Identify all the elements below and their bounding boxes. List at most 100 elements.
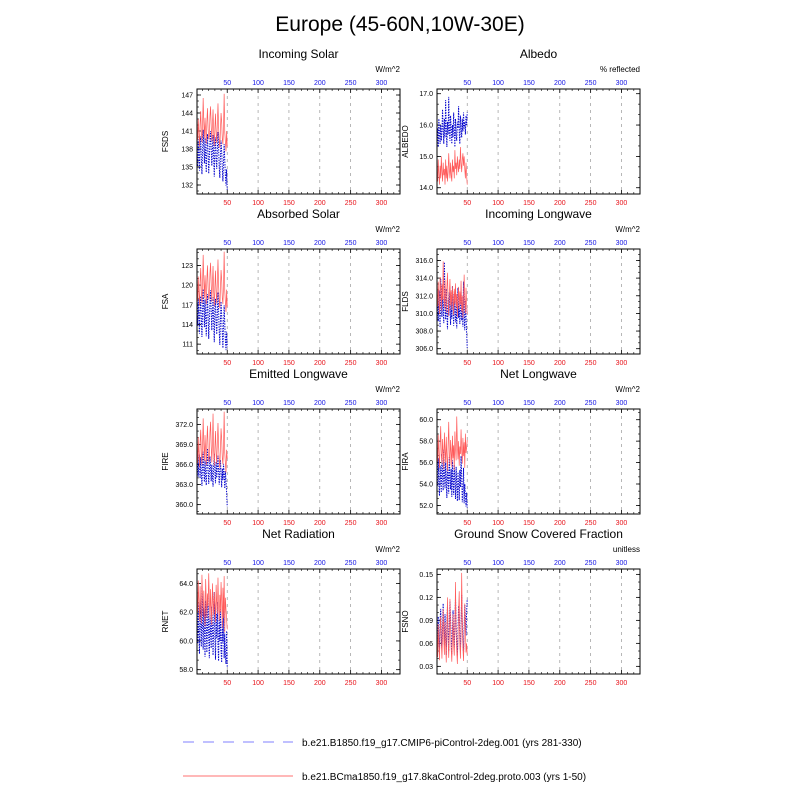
x-tick-label-bottom: 150 xyxy=(523,200,535,207)
panel-fsno: Ground Snow Covered Fraction unitless FSNO… xyxy=(401,527,641,687)
x-tick-label-top: 300 xyxy=(616,560,628,567)
y-tick-label: 132 xyxy=(181,183,193,190)
panel-title: Albedo xyxy=(520,47,558,61)
y-tick-label: 111 xyxy=(182,342,193,349)
y-tick-label: 147 xyxy=(181,93,193,100)
plot-frame xyxy=(196,248,401,355)
series-case-line xyxy=(196,93,228,152)
x-tick-label-top: 250 xyxy=(585,240,597,247)
y-tick-label: 144 xyxy=(181,111,193,118)
y-tick-label: 0.09 xyxy=(419,618,433,625)
x-tick-label-top: 100 xyxy=(252,80,264,87)
units-label: % reflected xyxy=(600,65,640,74)
x-tick-label-bottom: 100 xyxy=(492,680,504,687)
x-tick-label-top: 300 xyxy=(376,80,388,87)
x-tick-label-bottom: 50 xyxy=(223,360,231,367)
x-tick-label-top: 300 xyxy=(376,560,388,567)
plot-frame xyxy=(436,408,641,515)
y-axis-label: FSNO xyxy=(401,610,410,632)
panel-fire: Emitted Longwave W/m^2 FIRE 50 50 100 100 150 15… xyxy=(161,367,401,527)
y-tick-label: 138 xyxy=(181,147,193,154)
x-tick-label-top: 150 xyxy=(523,560,535,567)
series-case-line xyxy=(436,146,468,185)
units-label: W/m^2 xyxy=(615,225,640,234)
x-tick-label-top: 150 xyxy=(283,400,295,407)
panels-group: Incoming Solar W/m^2 FSDS 50 50 100 100 150 150 2… xyxy=(161,47,641,687)
x-tick-label-bottom: 150 xyxy=(523,360,535,367)
series-case-line xyxy=(436,572,468,665)
x-tick-label-top: 100 xyxy=(252,560,264,567)
plot-frame xyxy=(196,408,401,515)
x-tick-label-bottom: 300 xyxy=(616,360,628,367)
figure-title: Europe (45-60N,10W-30E) xyxy=(275,13,524,36)
y-axis-label: FSDS xyxy=(161,131,170,152)
x-tick-label-bottom: 50 xyxy=(223,200,231,207)
units-label: W/m^2 xyxy=(375,385,400,394)
x-tick-label-bottom: 300 xyxy=(616,680,628,687)
y-axis-label: FIRE xyxy=(161,452,170,470)
x-tick-label-top: 200 xyxy=(554,400,566,407)
x-tick-label-top: 300 xyxy=(376,400,388,407)
x-tick-label-bottom: 150 xyxy=(283,360,295,367)
x-tick-label-top: 250 xyxy=(345,80,357,87)
x-tick-label-bottom: 300 xyxy=(376,680,388,687)
y-tick-label: 60.0 xyxy=(419,417,433,424)
y-tick-label: 366.0 xyxy=(175,462,193,469)
x-tick-label-bottom: 200 xyxy=(314,520,326,527)
y-tick-label: 316.0 xyxy=(415,258,433,265)
x-tick-label-top: 100 xyxy=(492,400,504,407)
y-tick-label: 58.0 xyxy=(419,439,433,446)
y-tick-label: 52.0 xyxy=(419,503,433,510)
x-tick-label-bottom: 250 xyxy=(345,200,357,207)
series-case-line xyxy=(196,573,228,633)
panel-title: Emitted Longwave xyxy=(249,367,348,381)
series-control-line xyxy=(196,129,228,190)
series-case-line xyxy=(436,261,468,318)
y-tick-label: 14.0 xyxy=(419,185,433,192)
x-tick-label-bottom: 200 xyxy=(314,360,326,367)
x-tick-label-bottom: 100 xyxy=(252,200,264,207)
x-tick-label-top: 300 xyxy=(616,240,628,247)
x-tick-label-top: 250 xyxy=(345,400,357,407)
x-tick-label-bottom: 150 xyxy=(523,520,535,527)
x-tick-label-top: 150 xyxy=(283,560,295,567)
x-tick-label-top: 300 xyxy=(616,80,628,87)
series-control-line xyxy=(196,448,228,507)
x-tick-label-bottom: 300 xyxy=(376,520,388,527)
x-tick-label-bottom: 250 xyxy=(345,360,357,367)
series-control-line xyxy=(436,96,468,148)
x-tick-label-bottom: 150 xyxy=(283,200,295,207)
y-tick-label: 310.0 xyxy=(415,311,433,318)
plot-frame xyxy=(436,88,641,195)
x-tick-label-top: 200 xyxy=(314,560,326,567)
y-axis-label: FSA xyxy=(161,293,170,309)
x-tick-label-bottom: 200 xyxy=(314,680,326,687)
x-tick-label-bottom: 150 xyxy=(283,520,295,527)
legend-label-control: b.e21.B1850.f19_g17.CMIP6-piControl-2deg… xyxy=(302,738,582,749)
x-tick-label-top: 200 xyxy=(314,80,326,87)
x-tick-label-bottom: 100 xyxy=(252,360,264,367)
y-tick-label: 0.15 xyxy=(419,572,433,579)
x-tick-label-top: 50 xyxy=(223,80,231,87)
x-tick-label-bottom: 300 xyxy=(616,520,628,527)
x-tick-label-top: 150 xyxy=(523,240,535,247)
y-tick-label: 120 xyxy=(181,283,193,290)
x-tick-label-bottom: 250 xyxy=(585,200,597,207)
x-tick-label-bottom: 250 xyxy=(345,520,357,527)
x-tick-label-bottom: 50 xyxy=(463,360,471,367)
x-tick-label-top: 250 xyxy=(585,80,597,87)
legend: b.e21.B1850.f19_g17.CMIP6-piControl-2deg… xyxy=(183,738,586,783)
x-tick-label-bottom: 100 xyxy=(492,200,504,207)
x-tick-label-top: 150 xyxy=(523,80,535,87)
x-tick-label-bottom: 250 xyxy=(585,520,597,527)
x-tick-label-bottom: 300 xyxy=(376,200,388,207)
y-tick-label: 117 xyxy=(182,302,193,309)
panel-title: Absorbed Solar xyxy=(257,207,340,221)
x-tick-label-top: 200 xyxy=(554,80,566,87)
x-tick-label-bottom: 50 xyxy=(223,680,231,687)
x-tick-label-top: 50 xyxy=(463,80,471,87)
x-tick-label-bottom: 100 xyxy=(492,360,504,367)
y-tick-label: 16.0 xyxy=(419,123,433,130)
units-label: W/m^2 xyxy=(375,545,400,554)
x-tick-label-top: 100 xyxy=(252,400,264,407)
